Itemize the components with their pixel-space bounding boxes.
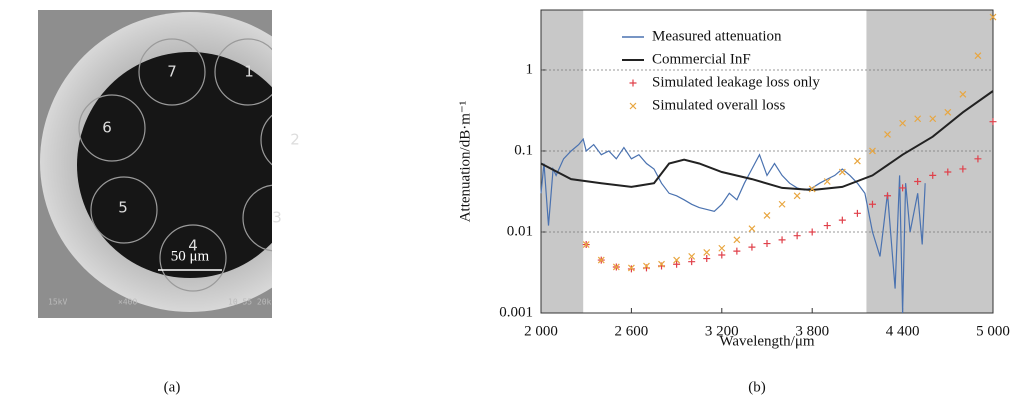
cross-marker [673,256,681,264]
cross-marker [869,147,876,155]
plus-marker [914,178,922,186]
plus-marker [808,228,816,236]
cross-marker [597,256,605,264]
plus-marker [944,168,952,176]
core-number: 4 [188,237,198,255]
cross-marker [658,260,665,268]
cross-marker [612,263,620,271]
x-tick-label: 4 400 [886,323,920,339]
plus-marker [763,240,771,248]
cross-marker [808,185,816,193]
plus-marker [703,255,711,263]
legend-label: Measured attenuation [652,28,782,44]
legend-label: Simulated overall loss [652,97,785,113]
core-number: 6 [102,119,112,137]
cross-marker [643,262,650,270]
image-footer: ×400 [118,298,137,307]
cross-marker [582,241,590,248]
image-footer: 15kV [48,298,67,307]
cross-marker [929,115,937,123]
plus-marker [733,247,741,255]
cross-marker [629,102,637,110]
cross-marker [718,244,726,252]
series-line [541,91,993,190]
x-tick-label: 2 000 [524,323,558,339]
plus-marker [823,222,831,230]
plus-marker [748,243,756,251]
x-tick-label: 5 000 [976,323,1010,339]
legend-label: Simulated leakage loss only [652,74,820,90]
scale-bar-label: 50 μm [171,248,210,264]
image-footer: 10 55 20k [228,298,272,307]
cross-marker [989,13,997,21]
plot-frame [540,9,994,314]
cross-marker [853,157,861,165]
plus-marker [629,79,637,87]
panel-label: (a) [164,379,181,395]
core-number: 7 [167,63,177,81]
cross-marker [627,264,635,272]
cross-marker [778,200,786,208]
plus-marker [899,184,907,192]
plus-marker [868,200,876,208]
y-tick-label: 0.001 [499,304,533,320]
plus-marker [959,165,967,173]
plus-marker [688,258,696,266]
cross-marker [823,178,831,185]
plus-marker [627,265,635,273]
cross-marker [838,168,846,176]
x-tick-label: 3 800 [795,323,829,339]
cross-marker [974,52,982,60]
plus-marker [929,171,937,179]
plus-marker [793,232,801,240]
plus-marker [974,155,982,163]
cross-marker [793,192,801,200]
cross-marker [703,248,711,256]
plus-marker [838,216,846,224]
plus-marker [989,118,997,126]
plus-marker [778,236,786,244]
plus-marker [853,209,861,217]
legend-label: Commercial InF [652,51,751,67]
image-labels: 1 2 3 4 5 6 7 50 μm 15kV ×400 10 55 20k … [48,63,300,396]
cross-marker [763,212,771,219]
y-tick-label: 0.01 [507,223,533,239]
cross-marker [884,131,891,138]
cross-marker [733,236,741,244]
sem-image [38,10,272,318]
cross-marker [899,119,907,127]
y-tick-label: 0.1 [514,142,533,158]
cross-marker [944,108,952,116]
y-axis-label: Attenuation/dB·m⁻¹ [457,101,473,223]
cross-marker [959,90,967,98]
cross-marker [748,225,756,233]
plus-marker [884,192,892,200]
panel-label: (b) [748,379,766,395]
cross-marker [914,115,922,123]
core-number: 3 [272,209,282,227]
cross-marker [688,252,696,260]
core-number: 2 [290,131,300,149]
x-axis-label: Wavelength/μm [719,333,814,349]
series-line [541,139,925,313]
x-tick-label: 3 200 [705,323,739,339]
chart: 0.001 0.01 0.1 1 2 000 2 600 3 200 3 800 4 400 5 … [457,9,1010,395]
plus-marker [718,251,726,259]
core-number: 5 [118,199,128,217]
core-number: 1 [244,63,254,81]
x-tick-label: 2 600 [615,323,649,339]
shaded-region [866,10,993,313]
plus-marker [673,260,681,268]
y-tick-label: 1 [526,61,534,77]
